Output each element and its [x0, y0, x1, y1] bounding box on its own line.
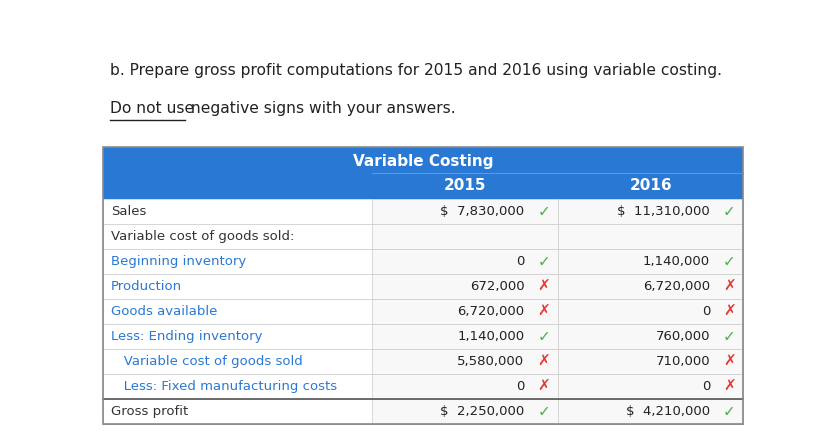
Bar — [558, 374, 743, 399]
Text: 672,000: 672,000 — [470, 280, 525, 293]
Bar — [103, 374, 743, 399]
Text: ✗: ✗ — [723, 354, 736, 369]
Bar — [558, 349, 743, 374]
Bar — [372, 349, 558, 374]
Text: Sales: Sales — [111, 205, 146, 218]
Bar — [372, 274, 558, 299]
Text: ✓: ✓ — [723, 329, 736, 344]
Text: $  4,210,000: $ 4,210,000 — [626, 405, 710, 418]
Text: ✗: ✗ — [537, 379, 550, 394]
Bar — [558, 324, 743, 349]
Text: 2016: 2016 — [629, 178, 672, 193]
Text: 0: 0 — [516, 380, 525, 393]
Text: Goods available: Goods available — [111, 305, 217, 318]
Bar — [558, 274, 743, 299]
Text: 6,720,000: 6,720,000 — [458, 305, 525, 318]
Text: Variable cost of goods sold:: Variable cost of goods sold: — [111, 230, 294, 243]
Text: ✗: ✗ — [537, 354, 550, 369]
Bar — [103, 199, 743, 224]
Text: ✗: ✗ — [723, 379, 736, 394]
Bar — [103, 224, 743, 249]
Text: Variable Costing: Variable Costing — [353, 154, 494, 169]
Bar — [103, 299, 743, 324]
Text: ✓: ✓ — [723, 204, 736, 219]
Text: ✓: ✓ — [537, 254, 550, 269]
Bar — [103, 324, 743, 349]
Bar — [558, 224, 743, 249]
Bar — [372, 324, 558, 349]
Bar — [372, 249, 558, 274]
Bar — [558, 249, 743, 274]
Bar — [103, 349, 743, 374]
Text: ✓: ✓ — [537, 204, 550, 219]
Text: Gross profit: Gross profit — [111, 405, 188, 418]
Text: $  2,250,000: $ 2,250,000 — [440, 405, 525, 418]
Text: 0: 0 — [702, 305, 710, 318]
Text: ✓: ✓ — [537, 404, 550, 419]
Text: Do not use: Do not use — [110, 102, 194, 117]
Text: 710,000: 710,000 — [656, 355, 710, 368]
Bar — [558, 399, 743, 424]
Text: ✗: ✗ — [537, 304, 550, 319]
Text: $  11,310,000: $ 11,310,000 — [617, 205, 710, 218]
Bar — [372, 399, 558, 424]
Text: ✗: ✗ — [537, 279, 550, 294]
Bar — [372, 299, 558, 324]
Text: 6,720,000: 6,720,000 — [643, 280, 710, 293]
Text: ✗: ✗ — [723, 279, 736, 294]
Text: ✗: ✗ — [723, 304, 736, 319]
Bar — [103, 147, 743, 199]
Text: negative signs with your answers.: negative signs with your answers. — [186, 102, 455, 117]
Text: Variable cost of goods sold: Variable cost of goods sold — [111, 355, 302, 368]
Text: Beginning inventory: Beginning inventory — [111, 255, 246, 268]
Text: ✓: ✓ — [723, 404, 736, 419]
Bar — [103, 274, 743, 299]
Text: ✓: ✓ — [537, 329, 550, 344]
Text: Production: Production — [111, 280, 182, 293]
Bar — [103, 399, 743, 424]
Bar — [372, 224, 558, 249]
Bar — [558, 299, 743, 324]
Text: $  7,830,000: $ 7,830,000 — [440, 205, 525, 218]
Text: 1,140,000: 1,140,000 — [458, 330, 525, 343]
Text: ✓: ✓ — [723, 254, 736, 269]
Bar — [103, 147, 743, 424]
Text: Less: Ending inventory: Less: Ending inventory — [111, 330, 263, 343]
Text: 0: 0 — [516, 255, 525, 268]
Text: b. Prepare gross profit computations for 2015 and 2016 using variable costing.: b. Prepare gross profit computations for… — [110, 63, 722, 78]
Bar — [558, 199, 743, 224]
Text: 1,140,000: 1,140,000 — [643, 255, 710, 268]
Bar — [103, 249, 743, 274]
Text: 2015: 2015 — [444, 178, 487, 193]
Text: Less: Fixed manufacturing costs: Less: Fixed manufacturing costs — [111, 380, 337, 393]
Bar — [372, 374, 558, 399]
Text: 0: 0 — [702, 380, 710, 393]
Text: 760,000: 760,000 — [656, 330, 710, 343]
Bar — [372, 199, 558, 224]
Text: 5,580,000: 5,580,000 — [458, 355, 525, 368]
